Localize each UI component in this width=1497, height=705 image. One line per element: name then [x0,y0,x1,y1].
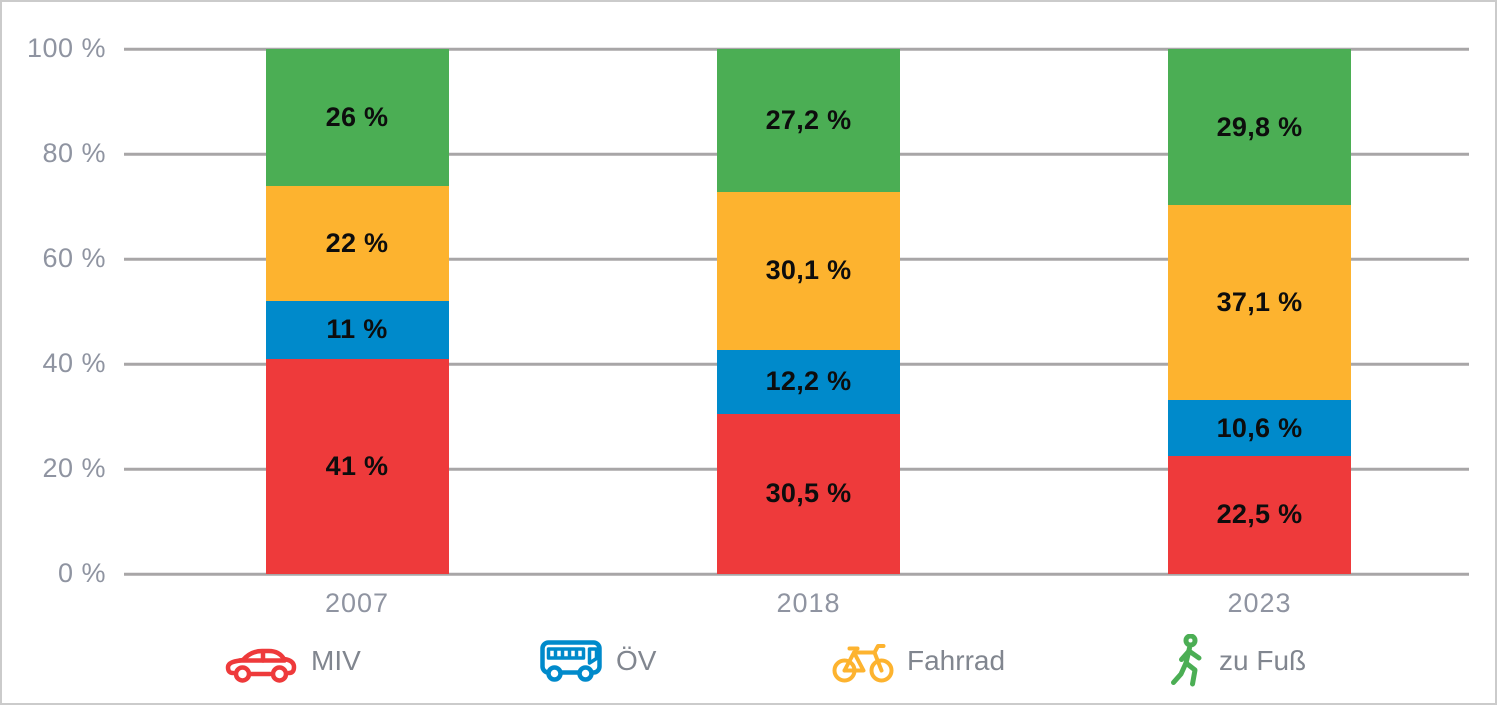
bus-icon [539,636,603,686]
bar-segment-oev-2007: 11 % [265,301,449,359]
legend-label: ÖV [616,645,657,676]
legend-item-fahrrad: Fahrrad [832,628,1005,694]
y-axis-tick-label: 0 % [57,557,106,588]
segment-value-label: 26 % [325,101,389,132]
segment-value-label: 41 % [325,450,389,481]
y-axis: 0 % 20 % 40 % 60 % 80 % 100 % [2,2,124,703]
segment-value-label: 10,6 % [1216,412,1303,443]
car-icon [224,638,298,684]
bar-segment-fahrrad-2023: 37,1 % [1168,205,1351,401]
legend-label: MIV [311,645,361,676]
y-axis-tick-label: 60 % [42,242,106,273]
y-axis-tick-label: 40 % [42,347,106,378]
segment-value-label: 22 % [325,227,389,258]
x-axis-label: 2018 [776,588,841,618]
chart-legend: MIV ÖV Fahrrad zu Fuß [2,628,1495,694]
gridline [124,572,1469,576]
bicycle-icon [832,638,894,684]
y-axis-tick-label: 80 % [42,137,106,168]
legend-item-zu-fuss: zu Fuß [1170,628,1306,694]
bar-2023: 29,8 % 37,1 % 10,6 % 22,5 % [1168,49,1351,574]
legend-item-miv: MIV [224,628,361,694]
segment-value-label: 11 % [326,314,388,345]
pedestrian-icon [1170,634,1206,688]
segment-value-label: 30,5 % [765,478,852,509]
segment-value-label: 12,2 % [765,366,852,397]
bar-segment-miv-2007: 41 % [265,358,449,574]
bar-segment-zu-fuss-2018: 27,2 % [717,49,900,192]
bar-segment-miv-2023: 22,5 % [1168,455,1351,574]
bar-segment-miv-2018: 30,5 % [717,413,900,574]
x-axis-label: 2023 [1227,588,1292,618]
bar-segment-zu-fuss-2023: 29,8 % [1168,49,1351,206]
segment-value-label: 29,8 % [1216,111,1303,142]
legend-label: Fahrrad [907,645,1006,676]
bar-2018: 27,2 % 30,1 % 12,2 % 30,5 % [717,49,900,574]
segment-value-label: 27,2 % [765,104,852,135]
bar-segment-fahrrad-2007: 22 % [265,185,449,301]
bar-segment-oev-2023: 10,6 % [1168,400,1351,456]
segment-value-label: 30,1 % [765,255,852,286]
bar-segment-zu-fuss-2007: 26 % [265,49,449,186]
y-axis-tick-label: 20 % [42,452,106,483]
segment-value-label: 22,5 % [1216,499,1303,530]
segment-value-label: 37,1 % [1216,287,1303,318]
x-axis-label: 2007 [324,588,390,618]
y-axis-tick-label: 100 % [26,32,106,63]
bar-2007: 26 % 22 % 11 % 41 % [265,49,449,574]
legend-label: zu Fuß [1219,645,1307,676]
bar-segment-fahrrad-2018: 30,1 % [717,191,900,350]
bar-segment-oev-2018: 12,2 % [717,349,900,414]
legend-item-oev: ÖV [539,628,656,694]
plot-area: 26 % 22 % 11 % 41 % 2007 27,2 % 30,1 % 12,2 % 30… [124,47,1469,618]
